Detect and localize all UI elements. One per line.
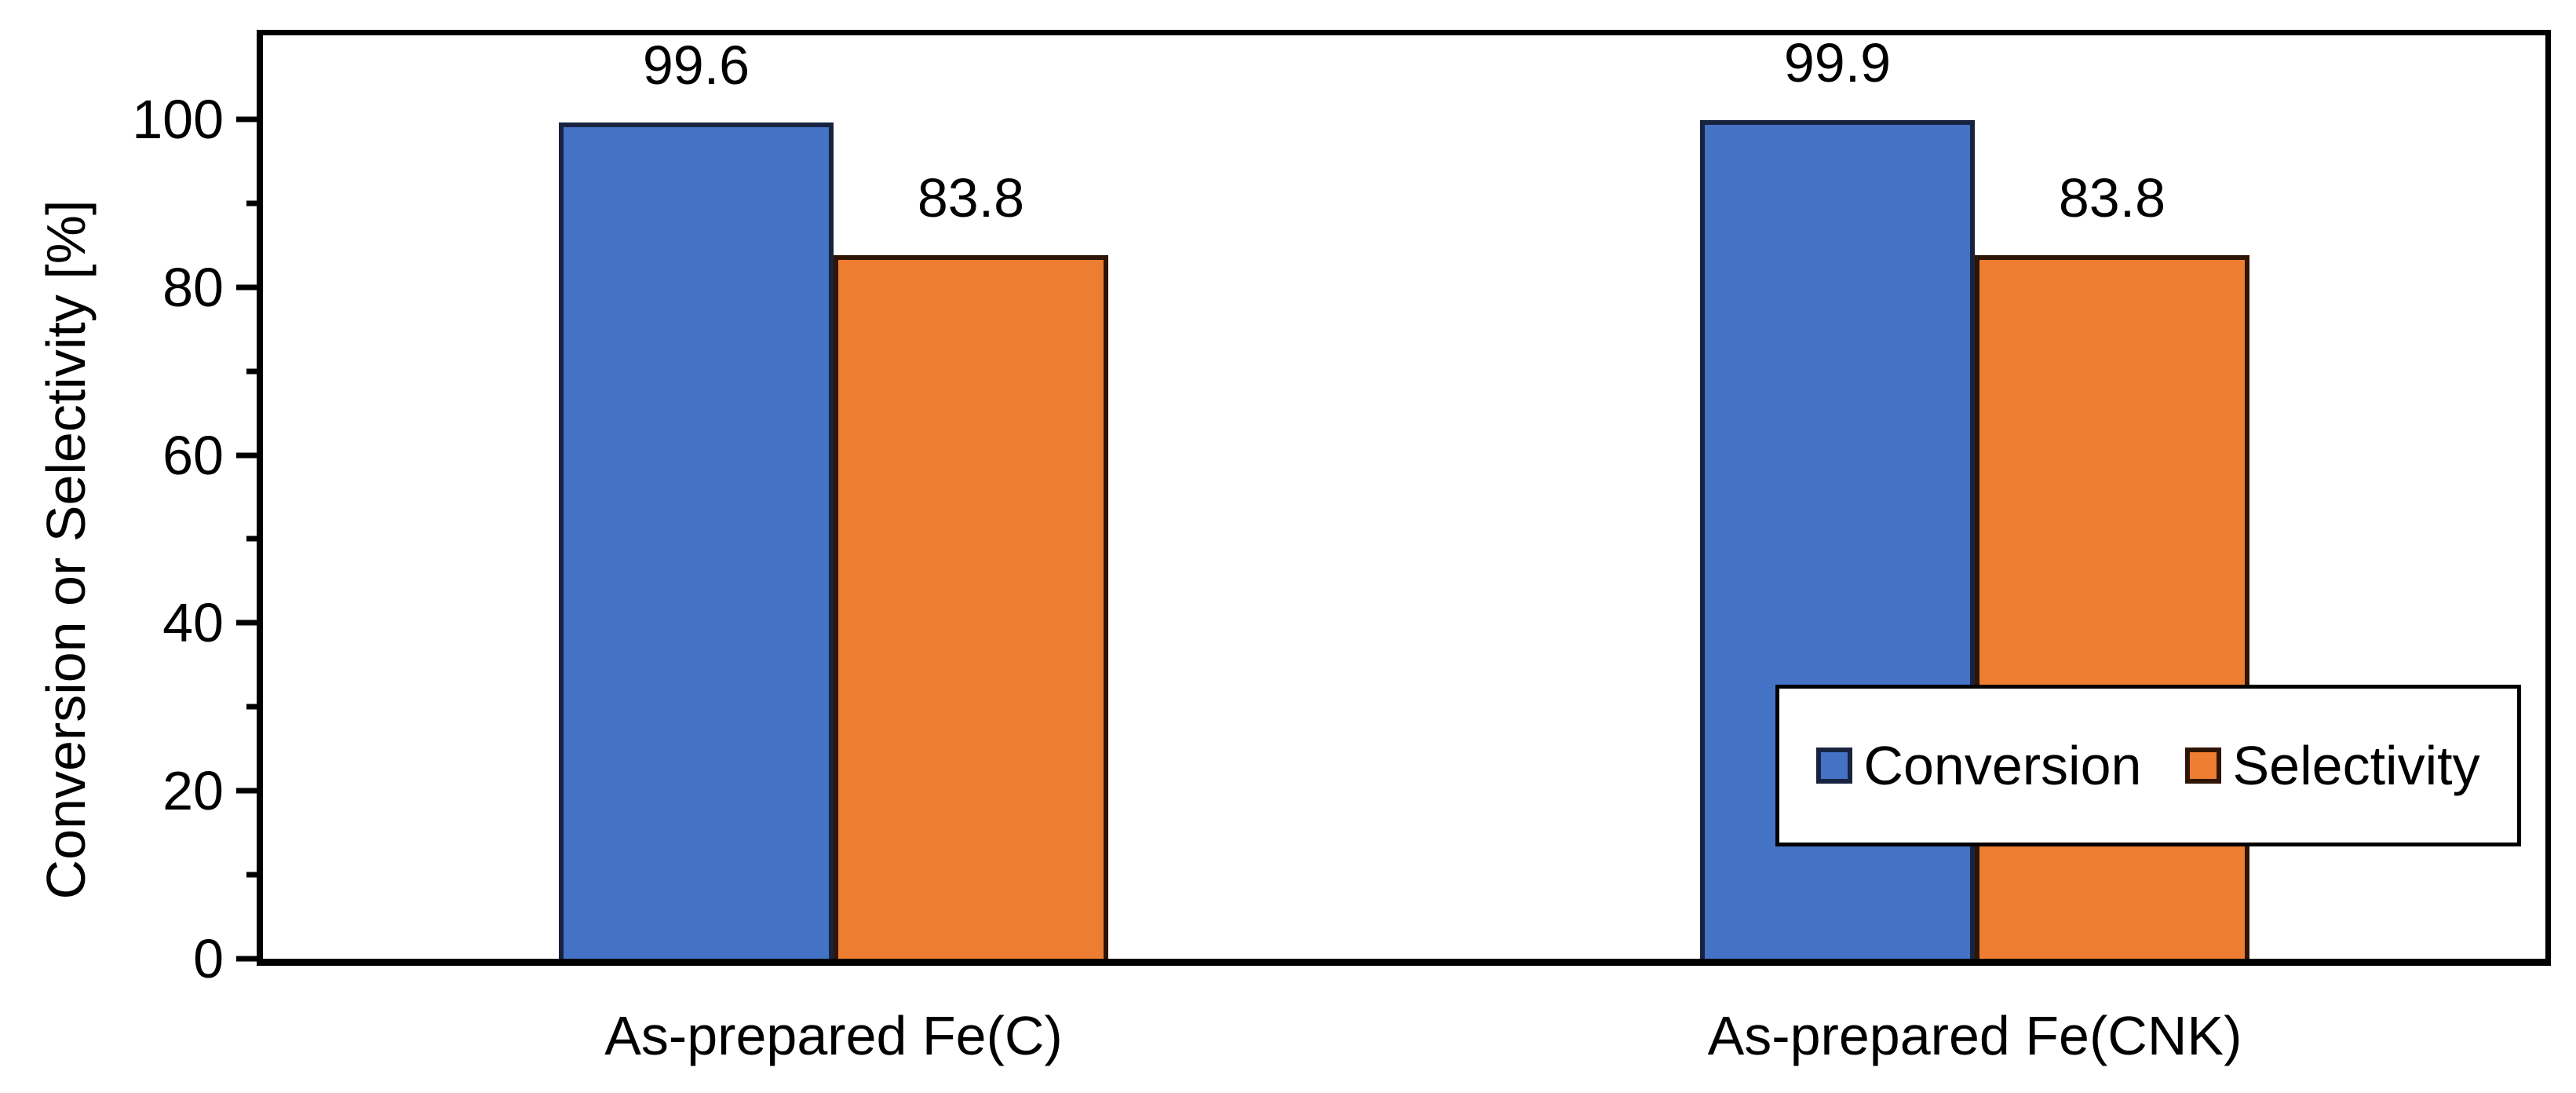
y-tick-label-80: 80	[162, 256, 224, 318]
legend-label-conversion: Conversion	[1863, 735, 2142, 796]
data-label-selectivity-2: 83.8	[2058, 167, 2166, 229]
y-tick-0	[236, 956, 257, 962]
y-tick-label-0: 0	[193, 928, 224, 989]
y-tick-70	[246, 368, 257, 375]
data-label-conversion-1: 99.6	[642, 35, 750, 97]
y-tick-30	[246, 704, 257, 710]
x-category-label-2: As-prepared Fe(CNK)	[1707, 1005, 2242, 1066]
plot-area: 0 20 40 60 80 100 99.6 83.8 99.9 83.8 Conversion…	[132, 30, 2551, 986]
x-axis-labels-layer: As-prepared Fe(C) As-prepared Fe(CNK)	[263, 1007, 2545, 1077]
legend-label-selectivity: Selectivity	[2232, 735, 2480, 796]
bar-selectivity-1	[834, 255, 1108, 959]
data-label-conversion-2: 99.9	[1783, 31, 1892, 93]
y-tick-label-20: 20	[162, 760, 224, 822]
legend: Conversion Selectivity	[1775, 685, 2521, 846]
y-tick-20	[236, 788, 257, 794]
data-label-selectivity-1: 83.8	[917, 167, 1025, 229]
legend-entry-selectivity: Selectivity	[2185, 735, 2480, 796]
y-tick-40	[236, 620, 257, 626]
y-tick-100	[236, 116, 257, 122]
y-tick-label-100: 100	[132, 88, 224, 150]
y-tick-label-60: 60	[162, 424, 224, 486]
y-tick-label-40: 40	[162, 592, 224, 654]
bar-conversion-1	[559, 122, 834, 959]
selectivity-swatch-icon	[2185, 748, 2222, 784]
x-category-label-1: As-prepared Fe(C)	[604, 1005, 1063, 1066]
y-tick-90	[246, 200, 257, 207]
legend-entry-conversion: Conversion	[1816, 737, 2141, 795]
bar-selectivity-2	[1975, 255, 2249, 959]
y-tick-80	[236, 284, 257, 291]
y-tick-50	[246, 536, 257, 542]
y-tick-10	[246, 872, 257, 878]
y-tick-60	[236, 452, 257, 459]
conversion-swatch-icon	[1816, 748, 1853, 784]
y-axis-title: Conversion or Selectivity [%]	[35, 199, 97, 900]
